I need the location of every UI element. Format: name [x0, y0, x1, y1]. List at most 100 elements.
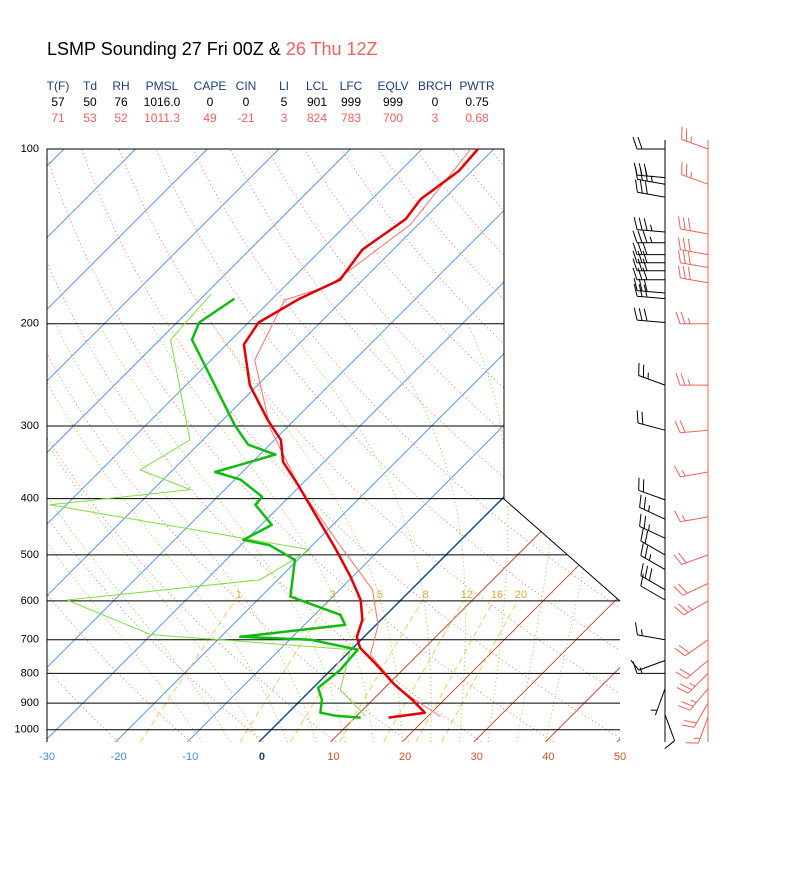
wind-barb [674, 511, 708, 522]
table-cell: 3 [432, 111, 439, 125]
moist-adiabat [373, 324, 465, 742]
wind-barb [639, 478, 665, 500]
wind-barb [641, 543, 665, 569]
table-cell: 1011.3 [144, 111, 180, 125]
isotherm [0, 149, 351, 742]
wind-barb [679, 217, 709, 234]
isotherm [402, 149, 800, 742]
isotherm [545, 149, 800, 742]
dry-adiabat [0, 149, 118, 742]
table-header: EQLV [377, 79, 408, 93]
wind-barb [679, 237, 709, 254]
moist-adiabat [286, 324, 431, 742]
mixing-ratio-label: 12 [461, 589, 473, 601]
table-cell: 1016.0 [144, 95, 181, 109]
wind-barb [636, 622, 666, 639]
mixing-ratio-label: 16 [491, 589, 503, 601]
y-tick-label: 500 [21, 549, 39, 561]
table-header: PMSL [146, 79, 179, 93]
dry-adiabat [0, 149, 46, 742]
x-tick-label: -20 [111, 751, 127, 763]
mixing-ratio-label: 1 [236, 589, 242, 601]
dry-adiabat [45, 149, 554, 742]
wind-barb [634, 163, 665, 178]
y-tick-label: 600 [21, 595, 39, 607]
mixing-ratio-label: 3 [329, 589, 335, 601]
wind-barb [678, 689, 708, 711]
table-cell: 0.75 [465, 95, 489, 109]
x-tick-label: 50 [614, 751, 626, 763]
wind-barb [634, 217, 665, 232]
wind-barb [637, 410, 665, 430]
moist-adiabat [150, 324, 373, 742]
mixing-ratio-line [339, 601, 422, 742]
y-tick-label: 200 [21, 318, 39, 330]
mixing-ratio-label: 5 [377, 589, 383, 601]
mixing-ratio-line [442, 601, 518, 742]
dry-adiabat [527, 149, 800, 742]
wind-barb [679, 250, 709, 267]
mixing-ratio-label: 20 [515, 589, 527, 601]
mixing-ratio-line [291, 601, 377, 742]
dry-adiabat [416, 149, 800, 742]
wind-barb [633, 231, 665, 243]
wind-barb [676, 312, 708, 324]
isotherm [0, 149, 207, 742]
dry-adiabat [0, 149, 264, 742]
isotherm [331, 149, 800, 742]
wind-barb [675, 421, 708, 433]
y-tick-label: 800 [21, 667, 39, 679]
dry-adiabat [490, 149, 800, 742]
moist-adiabat [468, 324, 508, 742]
moist-adiabat [545, 324, 625, 742]
dry-adiabat [0, 149, 191, 742]
wind-barb [634, 308, 665, 323]
wind-barb [674, 601, 708, 615]
table-cell: 71 [51, 111, 65, 125]
mixing-ratio-line [240, 601, 329, 742]
moist-adiabat [55, 324, 316, 742]
table-header: BRCH [418, 79, 452, 93]
dry-adiabat [119, 149, 699, 742]
dry-adiabat [453, 149, 800, 742]
table-cell: 0 [243, 95, 250, 109]
wind-barb [633, 243, 665, 255]
y-tick-label: 300 [21, 420, 39, 432]
isotherm [0, 149, 422, 742]
table-cell: 0.68 [465, 111, 489, 125]
profile-line [192, 299, 361, 718]
y-tick-label: 100 [21, 143, 39, 155]
table-cell: -21 [237, 111, 255, 125]
y-tick-label: 700 [21, 634, 39, 646]
wind-barb [633, 268, 665, 280]
dry-adiabat [193, 149, 800, 742]
isotherm [44, 149, 637, 742]
moist-adiabat [99, 324, 345, 742]
table-header: LFC [340, 79, 363, 93]
profile-line [50, 294, 366, 715]
chart-title: LSMP Sounding 27 Fri 00Z & 26 Thu 12Z [47, 39, 378, 59]
wind-barb [674, 584, 708, 596]
table-cell: 999 [383, 95, 403, 109]
background-lines [0, 149, 800, 742]
table-cell: 3 [281, 111, 288, 125]
wind-barb [675, 640, 708, 656]
x-tick-label: -30 [39, 751, 55, 763]
table-cell: 0 [432, 95, 439, 109]
y-tick-label: 1000 [15, 724, 39, 736]
x-tick-label: 20 [399, 751, 411, 763]
table-header: T(F) [47, 79, 70, 93]
wind-barb [679, 266, 709, 283]
wind-barb [633, 137, 665, 149]
wind-barb [676, 373, 708, 385]
title-main: LSMP Sounding 27 Fri 00Z & [47, 39, 286, 59]
title-sub: 26 Thu 12Z [286, 39, 378, 59]
wind-barb [665, 714, 675, 748]
table-cell: 5 [281, 95, 288, 109]
isotherm [0, 149, 136, 742]
table-cell: 700 [383, 111, 403, 125]
wind-barb [639, 363, 665, 385]
mixing-ratio-line [416, 601, 494, 742]
